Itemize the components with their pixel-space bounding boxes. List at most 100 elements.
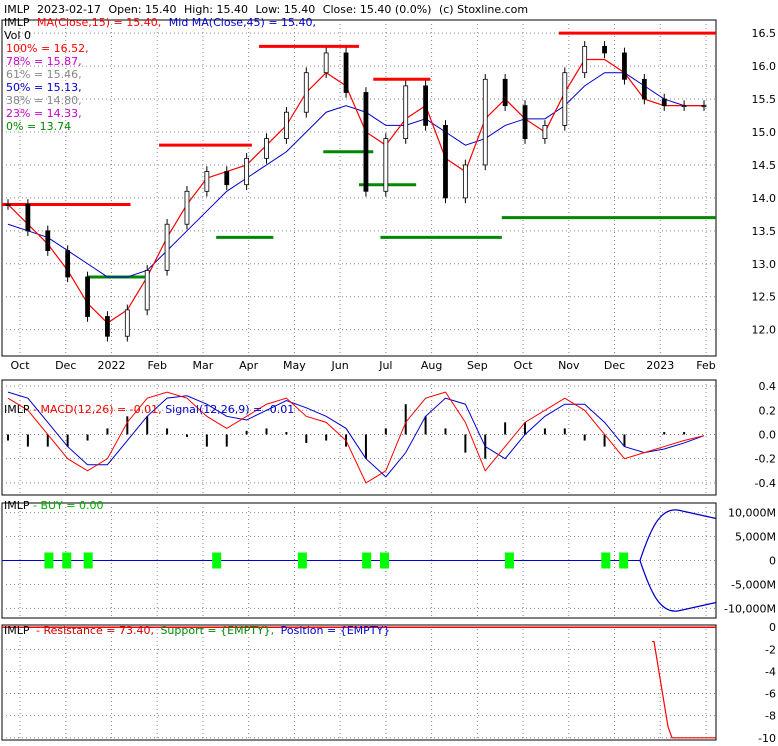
candle-body bbox=[443, 125, 448, 199]
candle-body bbox=[144, 269, 150, 311]
buy-upper-envelope bbox=[639, 509, 717, 561]
fib-level-label: 38% = 14.80, bbox=[6, 94, 82, 107]
x-tick-label: Jun bbox=[331, 359, 349, 372]
resistance-curve bbox=[652, 640, 716, 739]
candle-body bbox=[681, 105, 687, 108]
x-tick-label: Feb bbox=[696, 359, 715, 372]
y-tick-label: 13.0 bbox=[752, 258, 777, 271]
macd-symbol: IMLP bbox=[4, 403, 30, 416]
fib-level-label: 78% = 15.87, bbox=[6, 55, 82, 68]
y-tick-label: -0.4 bbox=[755, 477, 776, 490]
y-tick-label: 16.0 bbox=[752, 60, 777, 73]
candle-body bbox=[641, 78, 647, 100]
resistance-label: - bbox=[36, 624, 43, 637]
support-value: Support = {EMPTY}, bbox=[160, 624, 274, 637]
candle-body bbox=[423, 85, 429, 126]
candle-body bbox=[582, 45, 588, 74]
candle-body bbox=[283, 111, 289, 139]
x-tick-label: 2023 bbox=[646, 359, 674, 372]
ma15-line bbox=[7, 58, 704, 324]
macd-label: - MACD(12,26) = -0.01, bbox=[33, 403, 162, 416]
buy-label: - BUY = 0.00 bbox=[33, 499, 104, 512]
candle-body bbox=[462, 164, 468, 199]
candle-body bbox=[701, 105, 707, 108]
candle-body bbox=[204, 171, 210, 192]
fib-level-label: 0% = 13.74 bbox=[6, 120, 71, 133]
y-tick-label: -8 bbox=[765, 710, 776, 723]
candle-body bbox=[343, 52, 349, 93]
x-tick-label: Sep bbox=[467, 359, 488, 372]
candle-body bbox=[105, 316, 110, 337]
x-tick-label: May bbox=[283, 359, 306, 372]
resistance-value: Resistance = 73.40, bbox=[43, 624, 153, 637]
fib-level-label: 23% = 14.33, bbox=[6, 107, 82, 120]
y-tick-label: -4 bbox=[765, 665, 776, 678]
y-tick-label: 15.0 bbox=[752, 126, 777, 139]
x-tick-label: Dec bbox=[55, 359, 76, 372]
buy-signal-marker bbox=[504, 552, 514, 569]
y-tick-label: 12.0 bbox=[752, 324, 777, 337]
y-tick-label: 13.5 bbox=[752, 225, 777, 238]
header-line: IMLP 2023-02-17 Open: 15.40 High: 15.40 … bbox=[4, 3, 528, 16]
x-tick-label: Aug bbox=[421, 359, 442, 372]
grid-lines bbox=[2, 20, 716, 740]
ma-mid-label: Mid MA(Close,45) = 15.40, bbox=[169, 16, 316, 29]
price-layer bbox=[2, 31, 716, 342]
open-value: Open: 15.40 bbox=[108, 3, 176, 16]
candle-body bbox=[363, 92, 369, 192]
x-tick-label: Jul bbox=[378, 359, 392, 372]
buy-signal-marker bbox=[297, 552, 307, 569]
x-tick-label: Dec bbox=[604, 359, 625, 372]
x-tick-label: Feb bbox=[147, 359, 166, 372]
candle-body bbox=[164, 223, 170, 271]
y-tick-label: 0 bbox=[769, 621, 776, 634]
y-tick-label: -2 bbox=[765, 643, 776, 656]
candle-body bbox=[264, 138, 269, 159]
candle-body bbox=[303, 72, 309, 113]
y-tick-label: -5,000M bbox=[731, 578, 776, 591]
candle-body bbox=[323, 52, 329, 74]
y-tick-label: -0.2 bbox=[755, 453, 776, 466]
buy-signal-marker bbox=[379, 552, 389, 569]
low-value: Low: 15.40 bbox=[256, 3, 316, 16]
buy-lower-envelope bbox=[639, 560, 717, 612]
fib-level-label: 61% = 15.46, bbox=[6, 68, 82, 81]
y-tick-label: 16.5 bbox=[752, 27, 777, 40]
buy-signal-marker bbox=[362, 552, 372, 569]
candle-body bbox=[184, 190, 190, 225]
buy-signal-marker bbox=[62, 552, 72, 569]
buy-signal-marker bbox=[44, 552, 54, 569]
y-tick-label: 14.0 bbox=[752, 192, 777, 205]
y-tick-label: -10 bbox=[758, 732, 776, 745]
buy-signal-marker bbox=[83, 552, 93, 569]
y-tick-label: 0.0 bbox=[759, 428, 777, 441]
fib-legend: 100% = 16.52,78% = 15.87,61% = 15.46,50%… bbox=[6, 42, 89, 133]
y-tick-label: -10,000M bbox=[724, 602, 776, 615]
y-tick-label: 0.2 bbox=[759, 404, 777, 417]
y-tick-label: 14.5 bbox=[752, 159, 777, 172]
ma-fast-label: MA(Close,15) = 15.40, bbox=[37, 16, 161, 29]
buy-signal-marker bbox=[601, 552, 611, 569]
axis-ticks: Oct Dec 2022 Feb Mar Apr May Jun Jul Aug Sep Oct Nov… bbox=[10, 27, 776, 745]
candle-body bbox=[65, 250, 71, 278]
x-tick-label: Apr bbox=[239, 359, 259, 372]
res-symbol: IMLP bbox=[4, 624, 30, 637]
candle-body bbox=[562, 72, 568, 126]
candle-body bbox=[224, 171, 230, 186]
y-tick-label: 15.5 bbox=[752, 93, 777, 106]
close-value: Close: 15.40 (0.0%) bbox=[323, 3, 432, 16]
macd-line bbox=[7, 391, 705, 484]
signal-line bbox=[7, 391, 705, 478]
y-tick-label: 5,000M bbox=[735, 531, 776, 544]
x-tick-label: Oct bbox=[514, 359, 534, 372]
y-tick-label: 0.4 bbox=[759, 380, 777, 393]
y-tick-label: -6 bbox=[765, 688, 776, 701]
position-value: Position = {EMPTY} bbox=[281, 624, 391, 637]
candle-body bbox=[5, 204, 11, 206]
high-value: High: 15.40 bbox=[184, 3, 248, 16]
x-tick-label: Nov bbox=[558, 359, 580, 372]
ma45-line bbox=[7, 72, 704, 278]
y-tick-label: 12.5 bbox=[752, 291, 777, 304]
buy-signal-marker bbox=[212, 552, 222, 569]
